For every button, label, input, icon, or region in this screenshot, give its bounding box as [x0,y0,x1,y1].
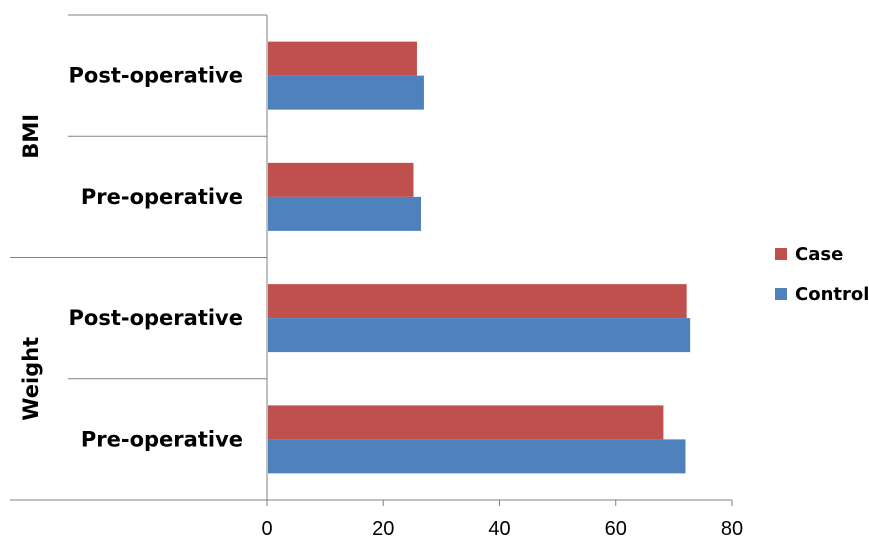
bar-control [268,196,422,231]
chart-labels: 0 20 40 60 80 Post-operative Pre-operative BMI P… [19,64,743,540]
x-tick-label: 80 [721,518,743,540]
bar-control [268,318,691,353]
y-category-label: Pre-operative [81,185,243,209]
bar-case [268,162,414,197]
legend-swatch-control [775,288,787,300]
bar-control [268,75,424,110]
y-group-label: Weight [19,337,43,421]
x-tick-label: 60 [605,518,627,540]
bar-case [268,405,664,440]
chart-legend: Case Control [775,244,869,305]
bar-case [268,284,687,319]
x-tick-label: 40 [488,518,510,540]
x-tick-label: 20 [372,518,394,540]
legend-swatch-case [775,248,787,260]
y-category-label: Post-operative [69,306,243,330]
legend-label-control: Control [795,284,869,305]
x-tick-label: 0 [261,518,272,540]
bar-case [268,41,417,76]
bar-control [268,439,686,474]
chart-bars [268,41,691,474]
legend-label-case: Case [795,244,843,265]
y-category-label: Post-operative [69,64,243,88]
y-category-label: Pre-operative [81,427,243,451]
y-group-label: BMI [19,114,43,159]
chart-axes [10,14,733,506]
